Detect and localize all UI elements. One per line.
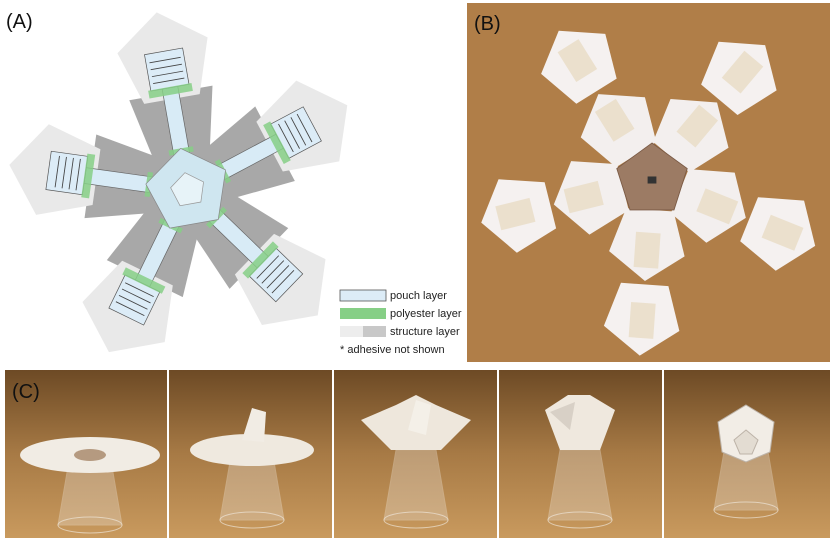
legend: pouch layer polyester layer structure la…: [339, 289, 462, 356]
diagram: [2, 3, 370, 373]
legend-entry: structure layer: [390, 326, 460, 338]
panel-label: (B): [474, 13, 501, 35]
legend-note: * adhesive not shown: [340, 344, 445, 356]
panel-b: (B): [467, 3, 830, 362]
panel-label: (C): [12, 381, 40, 403]
legend-entry: pouch layer: [390, 290, 447, 302]
legend-entry: polyester layer: [390, 308, 462, 320]
panel-a: (A) pouch layer polyester layer structur…: [2, 3, 462, 373]
panel-c: (C): [5, 370, 830, 538]
panel-label: (A): [6, 11, 33, 33]
